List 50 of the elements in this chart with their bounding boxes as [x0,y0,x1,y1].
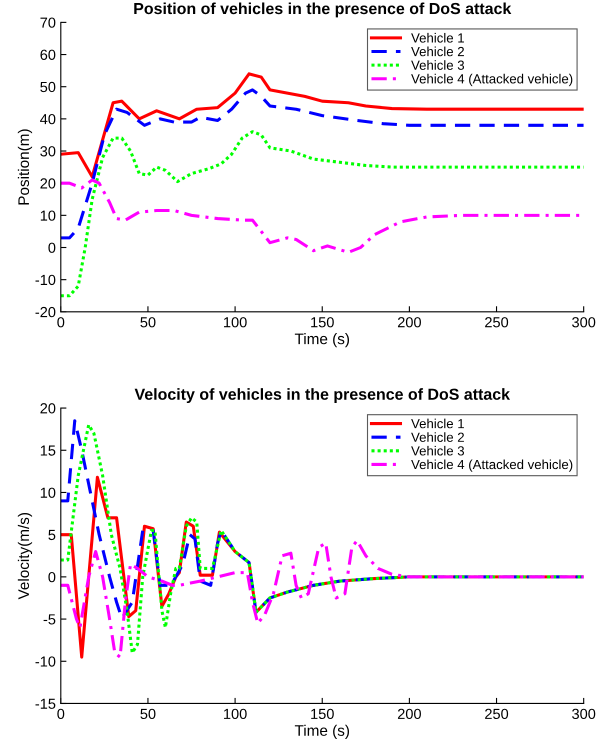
chart-title: Velocity of vehicles in the presence of DoS attack [134,388,510,404]
x-axis-title: Time (s) [294,333,350,348]
y-tick-label: -10 [36,656,56,667]
x-tick-label: 250 [485,317,508,328]
legend-label: Vehicle 4 (Attacked vehicle) [411,459,572,472]
y-tick-label: 0 [48,242,56,253]
chart-title: Position of vehicles in the presence of DoS attack [134,2,512,18]
x-tick-label: 150 [311,708,334,720]
x-tick-label: 200 [398,708,421,720]
y-axis-title: Velocity(m/s) [18,512,32,600]
line-series [60,539,584,659]
line-series [60,130,584,298]
y-tick-label: 15 [40,446,56,456]
y-tick-label: 30 [40,146,56,156]
y-tick-label: -15 [36,698,56,709]
y-tick-label: 50 [40,82,56,92]
x-tick-label: 0 [57,708,64,720]
x-tick-label: 150 [311,317,334,328]
y-tick-label: 60 [40,50,56,60]
legend-label: Vehicle 3 [411,446,464,456]
line-series [60,72,584,178]
x-tick-label: 250 [485,708,508,720]
x-tick-label: 100 [224,708,247,720]
x-tick-label: 300 [572,317,596,328]
legend-label: Vehicle 2 [411,46,464,56]
x-tick-label: 100 [224,317,247,328]
legend-label: Vehicle 4 (Attacked vehicle) [411,74,572,86]
x-tick-label: 50 [140,708,156,720]
y-tick-label: 40 [40,114,56,124]
y-tick-label: 10 [40,488,56,498]
legend-label: Vehicle 1 [411,418,464,428]
x-tick-label: 50 [140,317,156,328]
y-axis-title: Position(m) [18,129,32,204]
x-tick-label: 0 [57,317,64,328]
legend-label: Vehicle 3 [411,60,464,70]
x-axis-title: Time (s) [294,724,350,739]
legend-label: Vehicle 1 [411,32,464,43]
y-tick-label: -5 [44,614,56,624]
y-tick-label: 0 [48,572,56,582]
y-tick-label: 10 [40,210,56,221]
y-tick-label: 20 [40,178,56,189]
legend-label: Vehicle 2 [411,432,464,442]
x-tick-label: 300 [572,708,596,720]
x-tick-label: 200 [398,317,421,328]
y-tick-label: -20 [36,306,56,318]
y-tick-label: 5 [48,530,56,540]
y-tick-label: 70 [40,17,56,28]
y-tick-label: 20 [40,403,56,414]
y-tick-label: -10 [36,274,56,286]
line-series [60,88,584,240]
